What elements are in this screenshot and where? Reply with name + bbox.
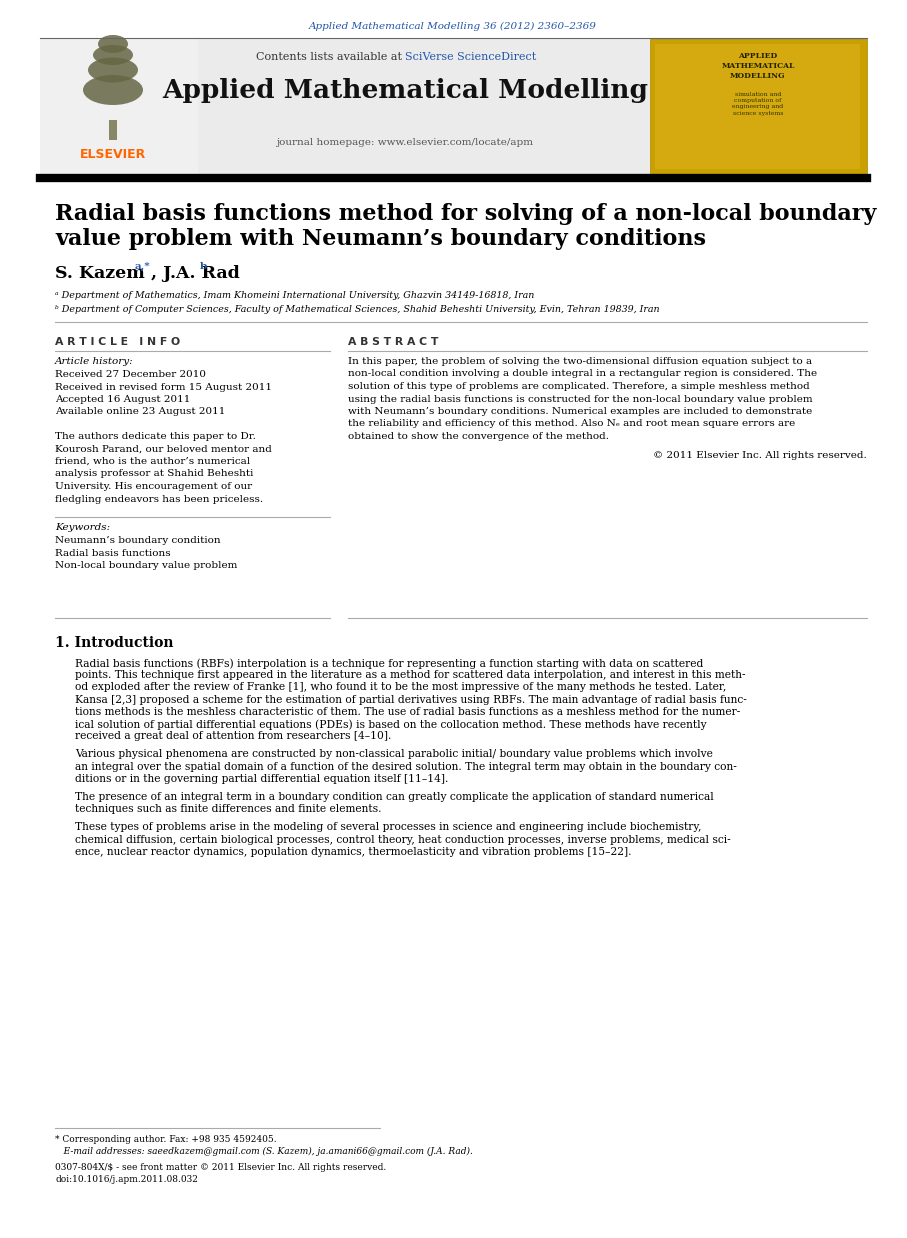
Text: A R T I C L E   I N F O: A R T I C L E I N F O xyxy=(55,337,180,347)
Text: 1. Introduction: 1. Introduction xyxy=(55,636,173,650)
Text: with Neumann’s boundary conditions. Numerical examples are included to demonstra: with Neumann’s boundary conditions. Nume… xyxy=(348,407,813,416)
Text: tions methods is the meshless characteristic of them. The use of radial basis fu: tions methods is the meshless characteri… xyxy=(75,707,740,717)
Text: od exploded after the review of Franke [1], who found it to be the most impressi: od exploded after the review of Franke [… xyxy=(75,682,727,692)
Text: value problem with Neumann’s boundary conditions: value problem with Neumann’s boundary co… xyxy=(55,228,706,250)
Text: © 2011 Elsevier Inc. All rights reserved.: © 2011 Elsevier Inc. All rights reserved… xyxy=(653,451,867,459)
Text: Contents lists available at: Contents lists available at xyxy=(256,52,405,62)
Ellipse shape xyxy=(83,76,143,105)
Text: These types of problems arise in the modeling of several processes in science an: These types of problems arise in the mod… xyxy=(75,822,701,832)
Text: S. Kazem: S. Kazem xyxy=(55,265,145,282)
Bar xyxy=(40,40,867,175)
Text: Applied Mathematical Modelling 36 (2012) 2360–2369: Applied Mathematical Modelling 36 (2012)… xyxy=(309,22,597,31)
Text: the reliability and efficiency of this method. Also Nₑ and root mean square erro: the reliability and efficiency of this m… xyxy=(348,420,795,428)
Text: simulation and
computation of
engineering and
science systems: simulation and computation of engineerin… xyxy=(732,92,784,115)
Text: Accepted 16 August 2011: Accepted 16 August 2011 xyxy=(55,395,190,404)
Bar xyxy=(40,40,198,175)
Text: b: b xyxy=(200,262,208,271)
Text: University. His encouragement of our: University. His encouragement of our xyxy=(55,482,252,491)
Text: analysis professor at Shahid Beheshti: analysis professor at Shahid Beheshti xyxy=(55,469,253,479)
Text: Received in revised form 15 August 2011: Received in revised form 15 August 2011 xyxy=(55,383,272,391)
Text: using the radial basis functions is constructed for the non-local boundary value: using the radial basis functions is cons… xyxy=(348,395,813,404)
Text: journal homepage: www.elsevier.com/locate/apm: journal homepage: www.elsevier.com/locat… xyxy=(277,137,533,147)
Text: ELSEVIER: ELSEVIER xyxy=(80,149,146,161)
Text: Non-local boundary value problem: Non-local boundary value problem xyxy=(55,561,238,569)
Text: friend, who is the author’s numerical: friend, who is the author’s numerical xyxy=(55,457,250,465)
Text: SciVerse ScienceDirect: SciVerse ScienceDirect xyxy=(405,52,536,62)
Text: solution of this type of problems are complicated. Therefore, a simple meshless : solution of this type of problems are co… xyxy=(348,383,810,391)
Text: , J.A. Rad: , J.A. Rad xyxy=(151,265,239,282)
Text: Radial basis functions (RBFs) interpolation is a technique for representing a fu: Radial basis functions (RBFs) interpolat… xyxy=(75,659,703,669)
Text: Article history:: Article history: xyxy=(55,357,133,366)
Text: A B S T R A C T: A B S T R A C T xyxy=(348,337,438,347)
Text: APPLIED
MATHEMATICAL
MODELLING: APPLIED MATHEMATICAL MODELLING xyxy=(721,52,795,79)
Text: 0307-804X/$ - see front matter © 2011 Elsevier Inc. All rights reserved.: 0307-804X/$ - see front matter © 2011 El… xyxy=(55,1162,386,1172)
Text: non-local condition involving a double integral in a rectangular region is consi: non-local condition involving a double i… xyxy=(348,369,817,379)
Text: Keywords:: Keywords: xyxy=(55,522,110,532)
Text: obtained to show the convergence of the method.: obtained to show the convergence of the … xyxy=(348,432,609,441)
Bar xyxy=(655,45,860,170)
Text: ᵇ Department of Computer Sciences, Faculty of Mathematical Sciences, Shahid Behe: ᵇ Department of Computer Sciences, Facul… xyxy=(55,305,659,314)
Text: Available online 23 August 2011: Available online 23 August 2011 xyxy=(55,407,225,416)
Text: ᵃ Department of Mathematics, Imam Khomeini International University, Ghazvin 341: ᵃ Department of Mathematics, Imam Khomei… xyxy=(55,291,534,300)
Text: techniques such as finite differences and finite elements.: techniques such as finite differences an… xyxy=(75,805,382,815)
Text: Received 27 December 2010: Received 27 December 2010 xyxy=(55,370,206,379)
Text: The presence of an integral term in a boundary condition can greatly complicate : The presence of an integral term in a bo… xyxy=(75,792,714,802)
Text: Radial basis functions method for solving of a non-local boundary: Radial basis functions method for solvin… xyxy=(55,203,876,225)
Text: * Corresponding author. Fax: +98 935 4592405.: * Corresponding author. Fax: +98 935 459… xyxy=(55,1135,277,1144)
Text: an integral over the spatial domain of a function of the desired solution. The i: an integral over the spatial domain of a… xyxy=(75,761,736,771)
Text: doi:10.1016/j.apm.2011.08.032: doi:10.1016/j.apm.2011.08.032 xyxy=(55,1175,198,1184)
Text: chemical diffusion, certain biological processes, control theory, heat conductio: chemical diffusion, certain biological p… xyxy=(75,834,731,844)
Ellipse shape xyxy=(88,57,138,83)
Text: Neumann’s boundary condition: Neumann’s boundary condition xyxy=(55,536,220,545)
Text: Applied Mathematical Modelling: Applied Mathematical Modelling xyxy=(162,78,648,103)
Text: fledgling endeavors has been priceless.: fledgling endeavors has been priceless. xyxy=(55,494,263,504)
Text: Various physical phenomena are constructed by non-classical parabolic initial/ b: Various physical phenomena are construct… xyxy=(75,749,713,759)
Ellipse shape xyxy=(98,35,128,53)
Text: ditions or in the governing partial differential equation itself [11–14].: ditions or in the governing partial diff… xyxy=(75,774,448,784)
Text: received a great deal of attention from researchers [4–10].: received a great deal of attention from … xyxy=(75,732,392,742)
Text: E-mail addresses: saeedkazem@gmail.com (S. Kazem), ja.amani66@gmail.com (J.A. Ra: E-mail addresses: saeedkazem@gmail.com (… xyxy=(55,1146,473,1156)
Text: ence, nuclear reactor dynamics, population dynamics, thermoelasticity and vibrat: ence, nuclear reactor dynamics, populati… xyxy=(75,847,631,857)
Text: Radial basis functions: Radial basis functions xyxy=(55,548,171,557)
Text: ical solution of partial differential equations (PDEs) is based on the collocati: ical solution of partial differential eq… xyxy=(75,719,707,729)
Text: Kansa [2,3] proposed a scheme for the estimation of partial derivatives using RB: Kansa [2,3] proposed a scheme for the es… xyxy=(75,695,746,704)
Text: points. This technique first appeared in the literature as a method for scattere: points. This technique first appeared in… xyxy=(75,670,746,680)
Text: a,*: a,* xyxy=(135,262,151,271)
Text: In this paper, the problem of solving the two-dimensional diffusion equation sub: In this paper, the problem of solving th… xyxy=(348,357,812,366)
Bar xyxy=(650,40,867,175)
Ellipse shape xyxy=(93,45,133,66)
Bar xyxy=(109,120,117,140)
Text: Kourosh Parand, our beloved mentor and: Kourosh Parand, our beloved mentor and xyxy=(55,444,272,453)
Text: The authors dedicate this paper to Dr.: The authors dedicate this paper to Dr. xyxy=(55,432,256,441)
